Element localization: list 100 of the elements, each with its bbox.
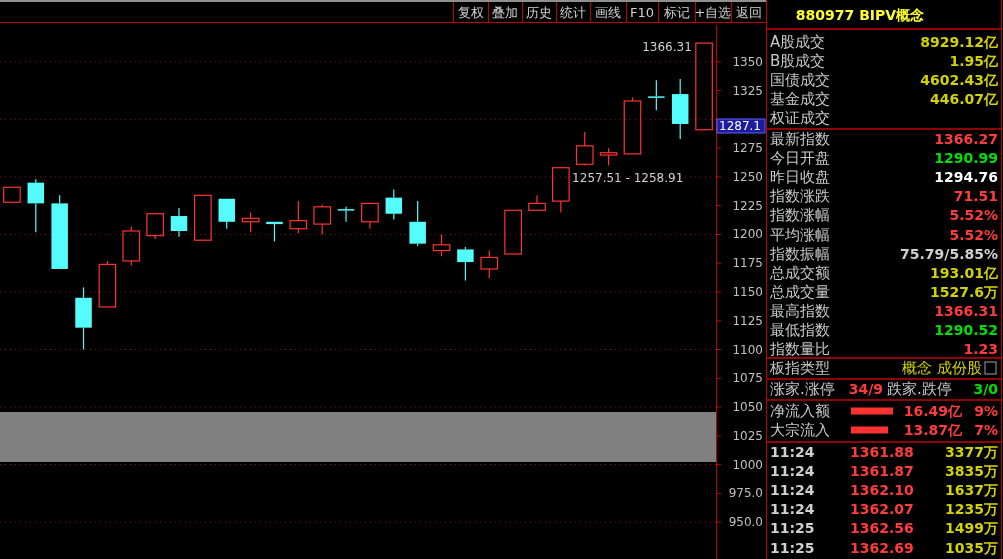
y-tick-label: 1200 <box>732 227 763 242</box>
text: 1035万 <box>945 539 998 556</box>
text: 11:24 <box>770 482 815 499</box>
text: 返回 <box>735 4 762 20</box>
text: 1637万 <box>945 482 998 499</box>
y-tick-label: 1350 <box>732 54 763 69</box>
candlestick <box>528 194 546 211</box>
y-tick-label: 1150 <box>732 285 763 299</box>
text: 指数振幅 <box>769 244 830 263</box>
text: 34/9 <box>848 381 883 397</box>
text: 叠加 <box>492 4 518 20</box>
text: 基金成交 <box>770 90 830 108</box>
text: 11:24 <box>770 501 815 518</box>
text: 9% <box>974 403 998 419</box>
text: 5.52% <box>949 226 998 243</box>
text: B股成交 <box>770 52 826 70</box>
candlestick <box>361 202 379 230</box>
text: 3835万 <box>945 463 998 480</box>
text: 16.49亿 <box>903 403 963 419</box>
text: 1362.07 <box>850 501 914 518</box>
text: 446.07亿 <box>929 91 999 107</box>
text: 标记 <box>662 4 690 20</box>
text: 跌家.跌停 <box>887 380 952 398</box>
text: 昨日收盘 <box>770 168 830 187</box>
text: 1362.56 <box>850 520 914 537</box>
y-tick-label: 975.0 <box>728 486 763 501</box>
text: 71.51 <box>953 188 998 205</box>
text: 11:25 <box>770 520 815 537</box>
text: 概念 成份股 <box>902 359 982 377</box>
text: 净流入额 <box>770 402 830 420</box>
text: F10 <box>629 4 655 20</box>
candlestick <box>75 286 92 351</box>
y-tick-label: 950.0 <box>728 515 763 530</box>
text: 国债成交 <box>770 71 830 89</box>
y-tick-label: 1075 <box>732 371 763 386</box>
y-tick-label: 1225 <box>732 198 763 213</box>
candlestick <box>337 206 355 223</box>
text: 1366.27 <box>934 131 998 147</box>
text: 1366.31 <box>934 302 998 319</box>
text: 11:25 <box>770 539 815 556</box>
text: 画线 <box>595 4 621 20</box>
text: 涨家.涨停 <box>770 380 835 398</box>
candlestick <box>194 194 212 241</box>
text: 历史 <box>526 4 552 20</box>
text: 11:24 <box>770 444 815 460</box>
text: +自选 <box>694 4 732 20</box>
text: 880977 BIPV概念 <box>795 7 926 23</box>
text: 指数量比 <box>769 340 830 359</box>
text: 7% <box>974 422 998 438</box>
text: 板指类型 <box>769 359 830 377</box>
y-tick-label: 1025 <box>732 428 763 443</box>
text: 1527.6万 <box>929 283 998 300</box>
text: 最新指数 <box>770 130 830 148</box>
text: 1290.99 <box>934 150 998 167</box>
annotation: 1257.51 - 1258.91 <box>572 171 684 185</box>
candlestick <box>146 213 164 240</box>
text: 1.95亿 <box>949 53 999 69</box>
candlestick <box>504 209 522 255</box>
y-tick-label: 1000 <box>732 457 763 472</box>
text: 13.87亿 <box>903 422 963 438</box>
text: 1362.10 <box>850 482 915 499</box>
text: A股成交 <box>770 33 826 51</box>
text: 3/0 <box>973 381 999 397</box>
text: 最低指数 <box>770 321 830 339</box>
text: 1287.1 <box>719 119 761 133</box>
text: 1294.76 <box>934 169 998 186</box>
text: 3377万 <box>945 444 998 460</box>
text: 5.52% <box>949 207 998 224</box>
text: 11:24 <box>770 463 815 480</box>
text: 1290.52 <box>934 322 998 338</box>
y-tick-label: 1250 <box>732 169 763 184</box>
text: 指数涨跌 <box>769 187 830 206</box>
text: 1.23 <box>963 341 998 358</box>
text: 总成交量 <box>769 282 830 301</box>
text: 75.79/5.85% <box>900 245 998 262</box>
text: 1362.69 <box>850 539 914 556</box>
candlestick <box>170 207 188 238</box>
text: 总成交额 <box>769 263 830 282</box>
text: 大宗流入 <box>770 421 830 439</box>
text: 1361.88 <box>850 444 914 460</box>
text: 今日开盘 <box>770 149 830 168</box>
y-tick-label: 1050 <box>732 400 763 415</box>
y-tick-label: 1325 <box>732 83 763 98</box>
text: 4602.43亿 <box>920 72 999 88</box>
candlestick <box>552 167 570 214</box>
candlestick <box>3 186 21 203</box>
y-tick-label: 1125 <box>732 313 763 328</box>
candlestick <box>27 178 45 233</box>
text: 统计 <box>560 4 586 20</box>
annotation: 1366.31 <box>642 40 692 55</box>
text: 复权 <box>457 4 484 20</box>
text: 193.01亿 <box>929 264 999 281</box>
text: 指数涨幅 <box>769 206 830 225</box>
text: 最高指数 <box>770 301 830 320</box>
text: 权证成交 <box>769 109 830 127</box>
text: 1361.87 <box>850 463 914 480</box>
text: 8929.12亿 <box>920 34 999 50</box>
text: 1499万 <box>945 520 998 537</box>
y-tick-label: 1275 <box>732 141 763 156</box>
y-tick-label: 1100 <box>732 342 763 357</box>
